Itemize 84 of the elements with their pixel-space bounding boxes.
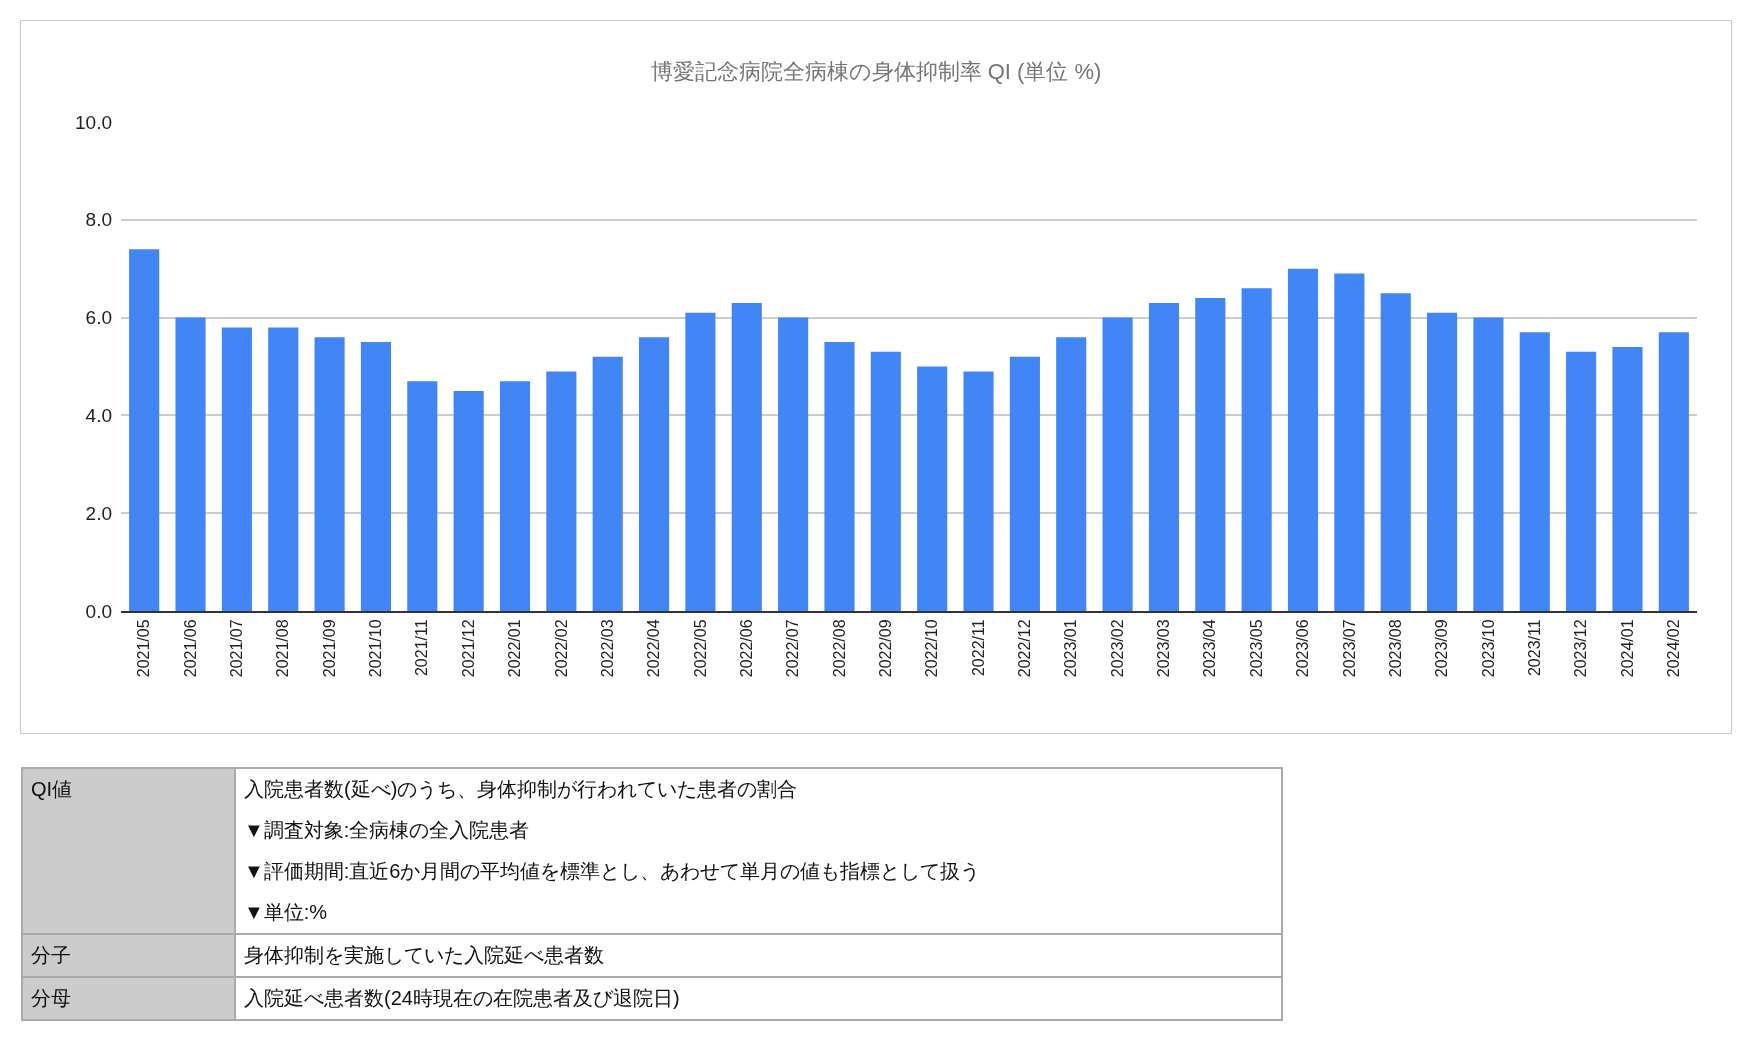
y-tick-label: 4.0: [85, 405, 112, 427]
x-tick-label: 2022/01: [506, 619, 524, 678]
y-tick-label: 10.0: [75, 111, 112, 133]
bar: [1241, 288, 1272, 611]
x-tick-label: 2022/09: [877, 619, 895, 678]
x-tick-label: 2024/02: [1665, 619, 1683, 678]
bar: [1148, 302, 1180, 611]
x-tick-label: 2021/12: [459, 619, 477, 678]
x-tick-label: 2023/12: [1572, 619, 1590, 678]
x-tick-label: 2022/11: [969, 619, 987, 677]
x-tick-label: 2023/02: [1108, 619, 1126, 678]
text: ▼評価期間:直近6か月間の平均値を標準とし、あわせて単月の値も指標として扱う: [244, 859, 982, 884]
bar: [1426, 312, 1458, 611]
y-tick-label: 6.0: [85, 307, 112, 329]
bar: [1009, 356, 1040, 611]
bar: [731, 302, 762, 611]
x-tick-label: 2021/09: [320, 619, 338, 678]
x-tick-label: 2023/10: [1479, 619, 1497, 678]
bar: [129, 249, 160, 611]
bar: [638, 337, 670, 611]
y-tick-label: 0.0: [85, 600, 112, 622]
bar: [917, 366, 948, 611]
text: QI値: [31, 777, 74, 802]
x-tick-label: 2023/04: [1201, 619, 1219, 678]
bar: [453, 390, 484, 611]
x-tick-label: 2021/10: [367, 619, 385, 678]
text: ▼単位:%: [244, 900, 329, 925]
x-tick-label: 2021/08: [274, 619, 292, 678]
bar: [824, 342, 855, 611]
bar: [268, 327, 299, 611]
x-tick-label: 2024/01: [1618, 619, 1636, 678]
bar: [963, 371, 994, 611]
bar: [546, 371, 577, 611]
text: ▼調査対象:全病棟の全入院患者: [244, 818, 531, 843]
bar: [1334, 273, 1365, 611]
x-tick-label: 2021/07: [228, 619, 246, 678]
bar: [1566, 351, 1597, 611]
bar: [360, 342, 392, 611]
text: 身体抑制を実施していた入院延べ患者数: [244, 943, 605, 968]
bar: [1380, 293, 1411, 611]
bar: [314, 337, 345, 611]
bar: [685, 312, 716, 611]
bar: [221, 327, 252, 611]
x-tick-label: 2021/11: [413, 619, 431, 677]
text: 入院患者数(延べ)のうち、身体抑制が行われていた患者の割合: [244, 777, 799, 802]
x-tick-label: 2023/06: [1294, 619, 1312, 678]
bar: [1473, 317, 1504, 611]
x-tick-label: 2022/12: [1016, 619, 1034, 678]
bar: [1658, 332, 1689, 611]
bar: [1195, 298, 1226, 611]
x-tick-label: 2022/06: [737, 619, 755, 678]
x-tick-label: 2023/01: [1062, 619, 1080, 678]
x-tick-label: 2022/07: [784, 619, 802, 678]
x-tick-label: 2022/08: [830, 619, 848, 678]
text: 分母: [31, 986, 72, 1011]
x-tick-label: 2023/11: [1525, 619, 1543, 677]
x-tick-label: 2022/02: [552, 619, 570, 678]
x-tick-label: 2023/03: [1155, 619, 1173, 678]
bar: [1056, 337, 1087, 611]
x-tick-label: 2023/08: [1386, 619, 1404, 678]
bar: [870, 351, 901, 611]
bar: [499, 381, 531, 611]
x-tick-label: 2022/04: [645, 619, 663, 678]
x-tick-label: 2022/03: [598, 619, 616, 678]
y-tick-label: 2.0: [85, 502, 112, 524]
text: 入院延べ患者数(24時現在の在院患者及び退院日): [244, 986, 681, 1011]
bar: [592, 356, 623, 611]
bar: [1102, 317, 1133, 611]
bar: [1287, 268, 1319, 611]
x-tick-label: 2021/06: [181, 619, 199, 678]
bar: [778, 317, 809, 611]
x-tick-label: 2023/07: [1340, 619, 1358, 678]
bar: [407, 381, 438, 611]
bar: [175, 317, 206, 611]
x-tick-label: 2023/09: [1433, 619, 1451, 678]
x-tick-label: 2023/05: [1247, 619, 1265, 678]
text: 分子: [31, 943, 72, 968]
y-tick-label: 8.0: [85, 209, 112, 231]
x-tick-label: 2021/05: [135, 619, 153, 678]
chart-title: 博愛記念病院全病棟の身体抑制率 QI (単位 %): [650, 58, 1102, 84]
bar: [1612, 346, 1643, 611]
bar: [1519, 332, 1550, 611]
x-tick-label: 2022/10: [923, 619, 941, 678]
x-tick-label: 2022/05: [691, 619, 709, 678]
